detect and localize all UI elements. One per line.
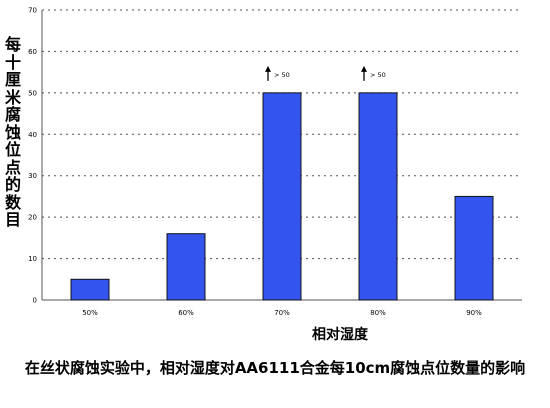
x-tick-label: 90% (466, 309, 482, 317)
y-tick-label: 50 (28, 89, 37, 97)
annotations: > 50 > 50 (265, 65, 386, 81)
bars (70, 92, 494, 301)
x-tick-label: 80% (370, 309, 386, 317)
bar-60pct (166, 233, 206, 301)
y-tick-label: 0 (33, 297, 37, 305)
x-tick-label: 60% (178, 309, 194, 317)
y-tick-label: 60 (28, 48, 37, 56)
y-tick-labels: 0 10 20 30 40 50 60 70 (28, 7, 37, 305)
overflow-arrow-annotation: > 50 (361, 65, 386, 81)
y-tick-label: 70 (28, 7, 37, 15)
bar-50pct (70, 278, 110, 301)
bar-80pct (358, 92, 398, 301)
x-tick-label: 50% (82, 309, 98, 317)
y-tick-label: 10 (28, 255, 37, 263)
y-tick-label: 20 (28, 214, 37, 222)
annotation-label: > 50 (370, 71, 386, 79)
overflow-arrow-annotation: > 50 (265, 65, 290, 81)
arrow-head-icon (361, 65, 367, 72)
y-tick-label: 30 (28, 172, 37, 180)
arrow-head-icon (265, 65, 271, 72)
y-axis-label: 每十厘米腐蚀位点的数目 (4, 35, 21, 229)
x-tick-label: 70% (274, 309, 290, 317)
annotation-label: > 50 (274, 71, 290, 79)
x-axis-label: 相对湿度 (312, 327, 368, 343)
y-tick-label: 40 (28, 131, 37, 139)
chart-title: 在丝状腐蚀实验中，相对湿度对AA6111合金每10cm腐蚀点位数量的影响 (24, 359, 526, 377)
bar-70pct (262, 92, 302, 301)
bar-90pct (454, 195, 494, 301)
x-tick-labels: 50% 60% 70% 80% 90% (82, 309, 482, 317)
